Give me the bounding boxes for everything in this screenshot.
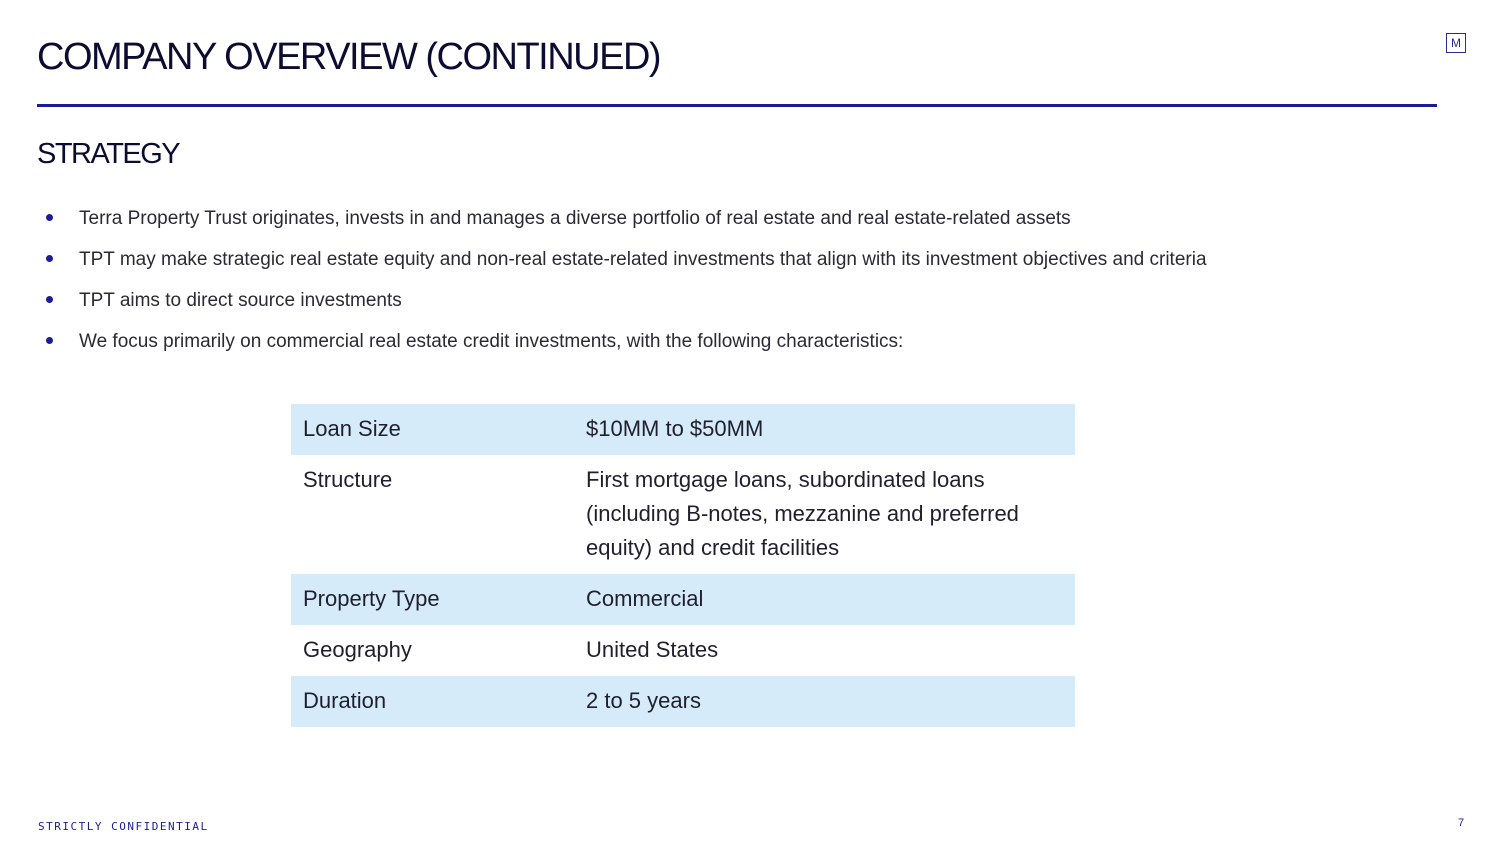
bullet-list: Terra Property Trust originates, invests… bbox=[37, 202, 1377, 366]
row-label: Geography bbox=[303, 637, 412, 662]
table-row: Geography United States bbox=[291, 625, 1075, 676]
row-value: First mortgage loans, subordinated loans… bbox=[586, 467, 1019, 560]
table-row: Duration 2 to 5 years bbox=[291, 676, 1075, 727]
confidential-note: STRICTLY CONFIDENTIAL bbox=[38, 820, 209, 833]
bullet: Terra Property Trust originates, invests… bbox=[37, 202, 1377, 235]
logo: M bbox=[1446, 33, 1466, 53]
row-label: Loan Size bbox=[291, 404, 574, 455]
row-value: $10MM to $50MM bbox=[574, 404, 1075, 455]
page-number: 7 bbox=[1458, 817, 1465, 829]
table-row: Property Type Commercial bbox=[291, 574, 1075, 625]
bullet: We focus primarily on commercial real es… bbox=[37, 325, 1377, 358]
title: COMPANY OVERVIEW (CONTINUED) bbox=[37, 36, 662, 78]
table-row: Loan Size $10MM to $50MM bbox=[291, 404, 1075, 455]
row-label: Duration bbox=[291, 676, 574, 727]
row-value: United States bbox=[586, 637, 719, 662]
section-title: STRATEGY bbox=[37, 138, 181, 170]
table-row: Structure First mortgage loans, subordina… bbox=[291, 455, 1075, 574]
row-value: Commercial bbox=[574, 574, 1075, 625]
characteristics-table: Loan Size $10MM to $50MM Structure First mo… bbox=[291, 404, 1075, 727]
bullet: TPT may make strategic real estate equit… bbox=[37, 243, 1377, 276]
row-value: 2 to 5 years bbox=[574, 676, 1075, 727]
bullet: TPT aims to direct source investments bbox=[37, 284, 1377, 317]
title-rule bbox=[37, 104, 1437, 107]
row-label: Property Type bbox=[291, 574, 574, 625]
row-label: Structure bbox=[303, 467, 393, 492]
